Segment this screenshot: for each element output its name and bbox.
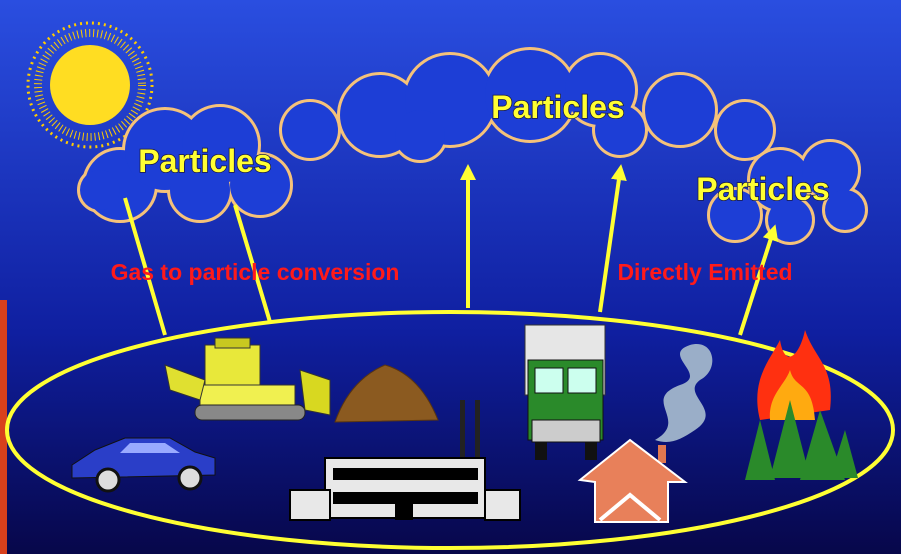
truck [525,325,605,460]
page: Particles Particles Particles Gas to par… [0,0,901,554]
cloud-label: Particles [138,143,271,179]
annotation-right: Directly Emitted [617,259,792,285]
annotation-left: Gas to particle conversion [111,259,400,285]
diagram: Particles Particles Particles Gas to par… [0,0,901,554]
cloud-label: Particles [491,89,624,125]
cloud-label: Particles [696,171,829,207]
